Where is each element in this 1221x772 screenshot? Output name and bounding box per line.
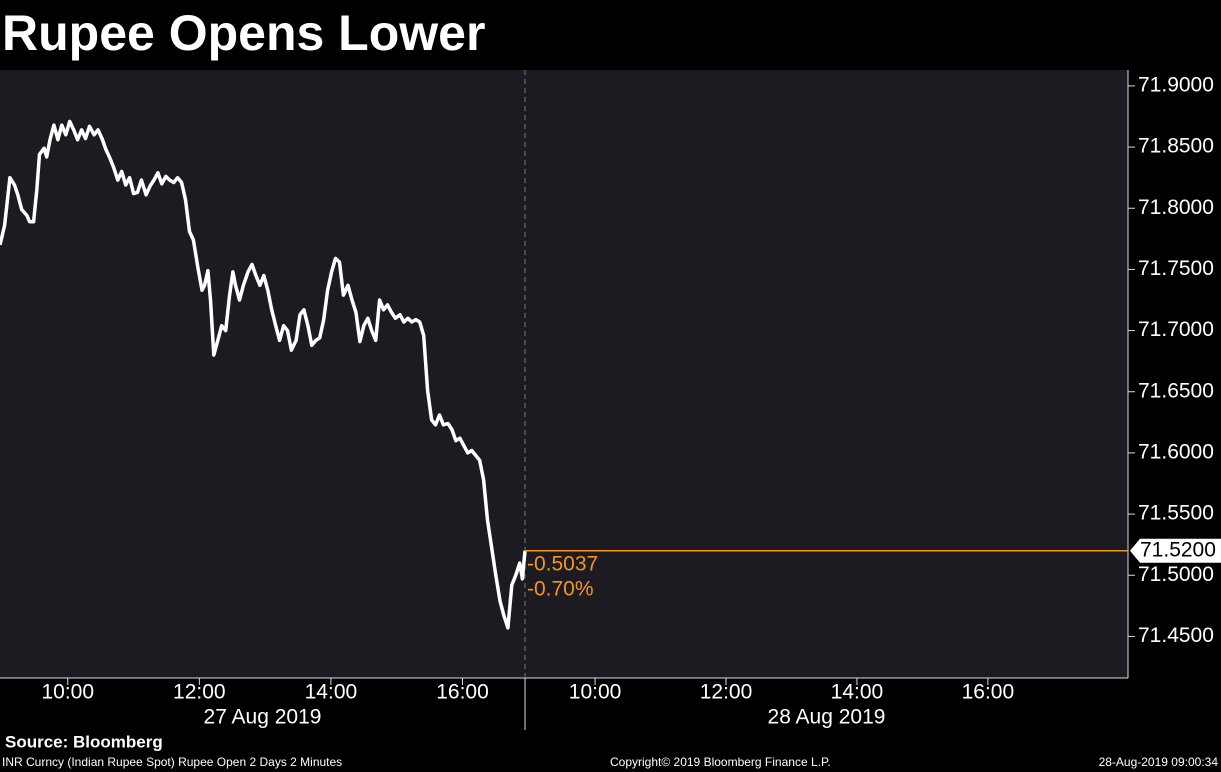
x-tick-label: 16:00	[436, 681, 489, 704]
y-tick-label: 71.8500	[1138, 135, 1214, 158]
last-price-label: 71.5200	[1140, 538, 1216, 561]
last-price-tag	[1130, 538, 1221, 563]
change-pct-label: -0.70%	[527, 577, 594, 600]
x-tick-label: 10:00	[569, 681, 622, 704]
y-tick-label: 71.9000	[1138, 73, 1214, 96]
y-tick-label: 71.4500	[1138, 624, 1214, 647]
description: INR Curncy (Indian Rupee Spot) Rupee Ope…	[2, 755, 342, 769]
y-tick-label: 71.6500	[1138, 379, 1214, 402]
x-tick-label: 16:00	[962, 681, 1015, 704]
x-tick-label: 14:00	[305, 681, 358, 704]
y-tick-label: 71.7500	[1138, 257, 1214, 280]
y-tick-label: 71.6000	[1138, 440, 1214, 463]
y-tick-label: 71.7000	[1138, 318, 1214, 341]
date-label: 28 Aug 2019	[768, 706, 886, 729]
x-tick-label: 12:00	[173, 681, 226, 704]
date-label: 27 Aug 2019	[204, 706, 322, 729]
source: Source: Bloomberg	[5, 732, 163, 751]
y-tick-label: 71.8000	[1138, 196, 1214, 219]
title: Rupee Opens Lower	[2, 5, 485, 61]
timestamp: 28-Aug-2019 09:00:34	[1099, 755, 1219, 769]
price-line	[0, 119, 527, 630]
change-label: -0.5037	[527, 552, 598, 575]
plot-area	[0, 70, 1128, 678]
x-tick-label: 14:00	[831, 681, 884, 704]
x-tick-label: 12:00	[700, 681, 753, 704]
copyright: Copyright© 2019 Bloomberg Finance L.P.	[610, 755, 831, 769]
y-tick-label: 71.5500	[1138, 502, 1214, 525]
x-tick-label: 10:00	[41, 681, 94, 704]
y-tick-label: 71.5000	[1138, 563, 1214, 586]
